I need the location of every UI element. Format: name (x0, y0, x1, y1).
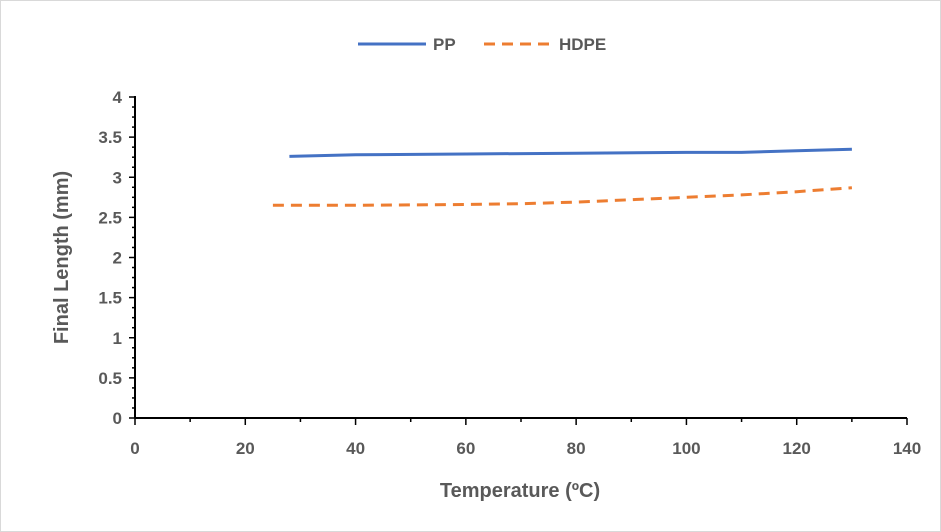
y-tick-label: 0 (113, 409, 122, 428)
y-axis-ticks: 0 0.5 1 1.5 2 2.5 3 3.5 4 (98, 88, 135, 428)
y-tick-label: 3.5 (98, 128, 122, 147)
y-axis-title: Final Length (mm) (51, 171, 73, 344)
y-tick-label: 0.5 (98, 369, 122, 388)
legend-label-pp: PP (433, 35, 456, 54)
x-tick-label: 100 (672, 439, 700, 458)
y-tick-label: 1 (113, 329, 122, 348)
series-line-pp (289, 147, 852, 158)
y-tick-label: 4 (113, 88, 123, 107)
x-axis-ticks: 0 20 40 60 80 100 120 140 (130, 418, 921, 458)
y-tick-label: 2 (113, 249, 122, 268)
x-tick-label: 80 (567, 439, 586, 458)
legend: PP HDPE (358, 35, 606, 54)
legend-label-hdpe: HDPE (559, 35, 606, 54)
series-line-hdpe (272, 186, 853, 207)
x-axis-title: Temperature (ºC) (440, 480, 600, 502)
y-tick-label: 1.5 (98, 289, 122, 308)
x-tick-label: 20 (236, 439, 255, 458)
y-tick-label: 3 (113, 168, 122, 187)
x-tick-label: 40 (346, 439, 365, 458)
series-layer (272, 147, 853, 207)
y-tick-label: 2.5 (98, 208, 122, 227)
x-tick-label: 140 (893, 439, 921, 458)
x-tick-label: 120 (783, 439, 811, 458)
x-tick-label: 60 (456, 439, 475, 458)
x-tick-label: 0 (130, 439, 139, 458)
